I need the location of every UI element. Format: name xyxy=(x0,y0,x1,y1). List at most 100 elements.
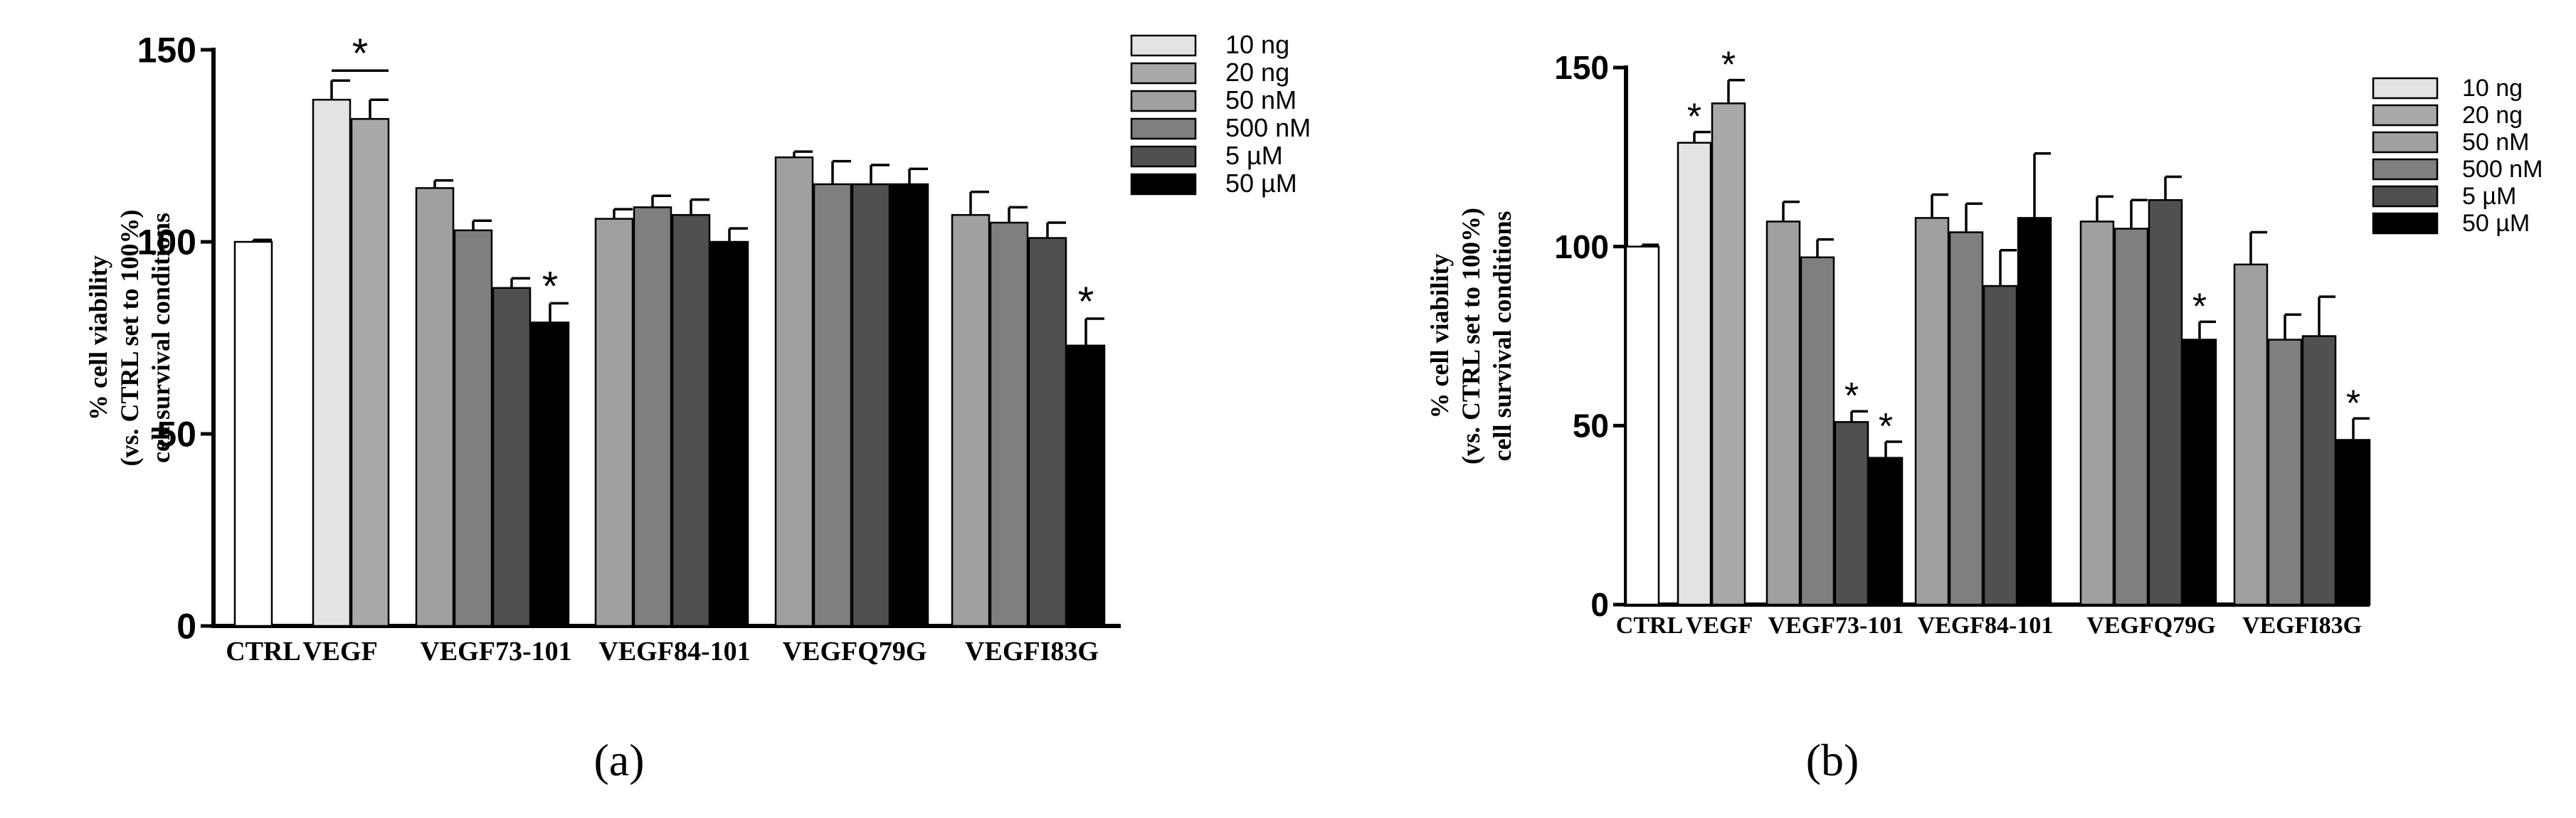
legend-swatch-500-nm xyxy=(1130,117,1197,140)
bar-ctrl-ctrl xyxy=(1625,245,1660,606)
bar-vegf73-101-50-nm xyxy=(415,187,455,627)
bar-vegf84-101-50-nm xyxy=(1914,217,1950,606)
x-category-label: VEGF xyxy=(302,637,378,666)
panel-label: (a) xyxy=(593,735,644,785)
significance-star: * xyxy=(542,263,559,309)
x-category-label: VEGF84-101 xyxy=(1918,612,2054,639)
bar-vegfq79g-50-nm xyxy=(2079,221,2115,606)
x-category-label: VEGFI83G xyxy=(965,637,1099,666)
legend-label: 50 µM xyxy=(2462,210,2530,237)
x-category-label: VEGFQ79G xyxy=(2086,612,2215,639)
y-axis-label: (vs. CTRL set to 100%) xyxy=(1457,208,1485,464)
significance-star: * xyxy=(2192,286,2207,327)
x-category-label: VEGFQ79G xyxy=(783,637,927,666)
y-tick-label: 0 xyxy=(176,607,196,647)
legend-swatch-10-ng xyxy=(1130,34,1197,57)
x-category-label: CTRL xyxy=(1616,612,1683,639)
bar-vegf73-101-50-um xyxy=(530,322,570,627)
bar-vegf84-101-500-nm xyxy=(1948,231,1984,606)
significance-star: * xyxy=(1721,45,1736,86)
bar-vegfi83g-5-um xyxy=(2301,335,2337,606)
bar-vegfi83g-50-nm xyxy=(951,213,991,627)
legend-swatch-5-um xyxy=(2372,185,2439,208)
legend-swatch-500-nm xyxy=(2372,158,2439,181)
significance-star: * xyxy=(1879,406,1893,447)
legend-label: 500 nM xyxy=(1225,113,1311,142)
bar-vegfi83g-5-um xyxy=(1028,237,1067,627)
bar-vegf73-101-5-um xyxy=(492,287,532,627)
y-tick-label: 150 xyxy=(137,31,196,70)
x-category-label: VEGFI83G xyxy=(2242,612,2362,639)
legend-label: 50 µM xyxy=(1225,169,1297,198)
bar-vegf73-101-500-nm xyxy=(453,229,493,627)
bar-vegfi83g-50-nm xyxy=(2233,263,2269,606)
bar-vegfi83g-50-um xyxy=(2335,439,2371,606)
bar-vegfq79g-5-um xyxy=(851,183,891,627)
legend-swatch-5-um xyxy=(1130,145,1197,168)
bar-vegf73-101-500-nm xyxy=(1800,256,1835,606)
legend-swatch-20-ng xyxy=(2372,104,2439,127)
bar-vegfq79g-50-nm xyxy=(774,156,814,627)
legend-swatch-50-nm xyxy=(1130,90,1197,112)
legend-label: 500 nM xyxy=(2462,156,2543,183)
panel-label: (b) xyxy=(1806,735,1859,785)
bar-vegf-10-ng xyxy=(312,98,352,627)
x-category-label: VEGF xyxy=(1686,612,1753,639)
bar-vegf73-101-50-um xyxy=(1868,457,1904,606)
x-category-label: VEGF73-101 xyxy=(1768,612,1904,639)
bar-vegfi83g-500-nm xyxy=(989,221,1029,627)
x-category-label: CTRL xyxy=(226,637,301,666)
legend-swatch-10-ng xyxy=(2372,77,2439,100)
y-tick-label: 150 xyxy=(1554,49,1609,86)
legend-swatch-50-nm xyxy=(2372,131,2439,154)
bar-vegf73-101-5-um xyxy=(1834,421,1869,606)
legend-swatch-50-um xyxy=(1130,173,1197,196)
significance-star: * xyxy=(1078,279,1094,325)
panel-b-chart: 0 50 100 150 % cell viability (vs. CTRL set t… xyxy=(1425,45,2543,785)
legend-label: 5 µM xyxy=(1225,141,1283,170)
y-tick-label: 50 xyxy=(157,415,196,455)
significance-star: * xyxy=(2346,383,2360,424)
y-tick-label: 50 xyxy=(1573,407,1609,444)
legend-label: 20 ng xyxy=(2462,102,2523,129)
legend-label: 50 nM xyxy=(1225,85,1297,115)
bar-vegfq79g-500-nm xyxy=(2113,228,2149,606)
y-axis-label: % cell viability xyxy=(1425,254,1454,419)
y-tick-label: 100 xyxy=(137,223,196,262)
legend-swatch-50-um xyxy=(2372,212,2439,235)
y-tick-label: 100 xyxy=(1554,228,1609,265)
y-axis-label: (vs. CTRL set to 100%) xyxy=(115,210,144,467)
significance-star: * xyxy=(1844,376,1859,417)
bar-ctrl-ctrl xyxy=(233,240,273,627)
bar-vegf84-101-500-nm xyxy=(633,206,672,627)
legend-label: 10 ng xyxy=(1225,30,1289,59)
legend-label: 50 nM xyxy=(2462,129,2530,156)
legend-swatch-20-ng xyxy=(1130,62,1197,85)
bar-vegf-20-ng xyxy=(1711,102,1746,606)
y-axis-label: % cell viability xyxy=(84,255,112,420)
y-axis-label: cell survival conditions xyxy=(147,213,175,463)
y-tick-label: 0 xyxy=(1590,586,1609,623)
bar-vegfq79g-50-um xyxy=(890,183,929,627)
panel-a-chart: 0 50 100 150 % cell viability (vs. CTRL set t… xyxy=(84,30,1311,785)
bar-vegf-20-ng xyxy=(350,117,390,627)
bar-vegf84-101-50-um xyxy=(2017,217,2052,606)
legend-label: 20 ng xyxy=(1225,58,1289,87)
bar-vegfq79g-500-nm xyxy=(813,183,852,627)
bar-vegf84-101-50-nm xyxy=(594,218,634,627)
legend-label: 10 ng xyxy=(2462,75,2523,102)
x-category-label: VEGF84-101 xyxy=(598,637,750,666)
bar-vegf-10-ng xyxy=(1677,142,1712,606)
x-category-label: VEGF73-101 xyxy=(420,637,571,666)
bar-vegfi83g-50-um xyxy=(1066,344,1106,627)
bar-vegfq79g-50-um xyxy=(2182,339,2217,606)
significance-star: * xyxy=(352,31,369,77)
bar-vegf73-101-50-nm xyxy=(1765,221,1801,606)
y-axis-label: cell survival conditions xyxy=(1488,211,1516,461)
bar-vegf84-101-5-um xyxy=(1983,285,2018,606)
bar-vegf84-101-5-um xyxy=(671,213,711,627)
significance-star: * xyxy=(1687,97,1701,138)
bar-vegf84-101-50-um xyxy=(709,240,749,627)
bar-vegfi83g-500-nm xyxy=(2267,339,2303,606)
